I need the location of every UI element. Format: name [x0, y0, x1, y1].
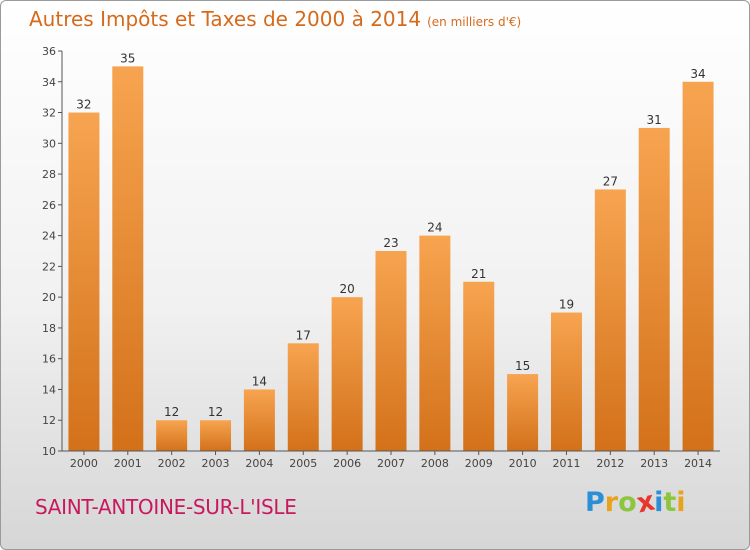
y-tick-label: 34: [42, 76, 56, 89]
x-tick-label: 2010: [509, 457, 537, 470]
bar-value-label: 12: [164, 405, 179, 419]
bar-value-label: 23: [383, 236, 398, 250]
x-tick-label: 2001: [114, 457, 142, 470]
x-tick-label: 2006: [333, 457, 361, 470]
y-axis: 10 12 14 16 18 20 22 24 26 28 30 32 34 36: [42, 45, 63, 458]
x-tick-label: 2009: [465, 457, 493, 470]
x-tick-label: 2014: [684, 457, 712, 470]
brand-logo: Proxiti: [585, 486, 686, 520]
y-tick-label: 36: [42, 45, 56, 58]
bar-value-label: 32: [76, 98, 91, 112]
bar-value-label: 19: [559, 298, 574, 312]
x-tick-label: 2008: [421, 457, 449, 470]
bar-value-label: 34: [690, 67, 705, 81]
y-tick-label: 20: [42, 291, 56, 304]
brand-letter: i: [676, 487, 686, 518]
x-tick-label: 2002: [158, 457, 186, 470]
bar: [375, 251, 407, 451]
brand-letter: i: [654, 487, 664, 518]
x-tick-label: 2003: [202, 457, 230, 470]
bar-value-label: 14: [252, 374, 267, 388]
bar: [550, 312, 582, 451]
x-tick-label: 2000: [70, 457, 98, 470]
bar: [156, 420, 188, 451]
y-tick-label: 10: [42, 445, 56, 458]
bar: [594, 189, 626, 451]
bar: [287, 343, 319, 451]
x-axis: 2000 2001 2002 2003 2004 2005 2006 2007 2008 2009…: [62, 450, 720, 470]
bar-value-label: 21: [471, 267, 486, 281]
x-tick-label: 2005: [289, 457, 317, 470]
y-tick-label: 14: [42, 383, 56, 396]
bar: [200, 420, 232, 451]
bar: [112, 66, 144, 451]
x-tick-label: 2012: [596, 457, 624, 470]
bar: [419, 235, 451, 451]
brand-letter: t: [663, 487, 677, 518]
y-tick-label: 16: [42, 353, 56, 366]
bar: [463, 281, 495, 451]
y-tick-label: 22: [42, 260, 56, 273]
bar: [331, 297, 363, 451]
chart-unit: (en milliers d'€): [427, 15, 522, 29]
brand-letter: r: [604, 487, 619, 518]
x-tick-label: 2007: [377, 457, 405, 470]
bar-value-label: 17: [296, 328, 311, 342]
bar-value-label: 12: [208, 405, 223, 419]
bar: [507, 374, 539, 451]
bar-value-label: 27: [603, 174, 618, 188]
place-name: SAINT-ANTOINE-SUR-L'ISLE: [35, 495, 297, 519]
chart-title: Autres Impôts et Taxes de 2000 à 2014 (en…: [29, 7, 521, 31]
bar: [68, 112, 100, 452]
brand-letter: o: [618, 487, 637, 518]
y-tick-label: 32: [42, 107, 56, 120]
brand-letter: P: [585, 487, 605, 518]
bar-value-label: 31: [647, 113, 662, 127]
y-tick-label: 24: [42, 230, 56, 243]
x-tick-label: 2013: [640, 457, 668, 470]
y-tick-label: 30: [42, 137, 56, 150]
bar-value-label: 20: [339, 282, 354, 296]
bar-value-label: 15: [515, 359, 530, 373]
y-tick-label: 26: [42, 199, 56, 212]
y-tick-label: 28: [42, 168, 56, 181]
bar: [638, 127, 670, 451]
x-tick-label: 2011: [552, 457, 580, 470]
bar-value-label: 24: [427, 221, 442, 235]
bar: [243, 389, 275, 451]
chart-title-text: Autres Impôts et Taxes de 2000 à 2014: [29, 7, 422, 31]
y-tick-label: 12: [42, 414, 56, 427]
bar: [682, 81, 714, 452]
bar-value-label: 35: [120, 51, 135, 65]
x-tick-label: 2004: [245, 457, 273, 470]
bar-series: 32 35 12 12 14 17 20 23 24 21 15 19 27 31 34: [68, 51, 714, 452]
y-tick-label: 18: [42, 322, 56, 335]
